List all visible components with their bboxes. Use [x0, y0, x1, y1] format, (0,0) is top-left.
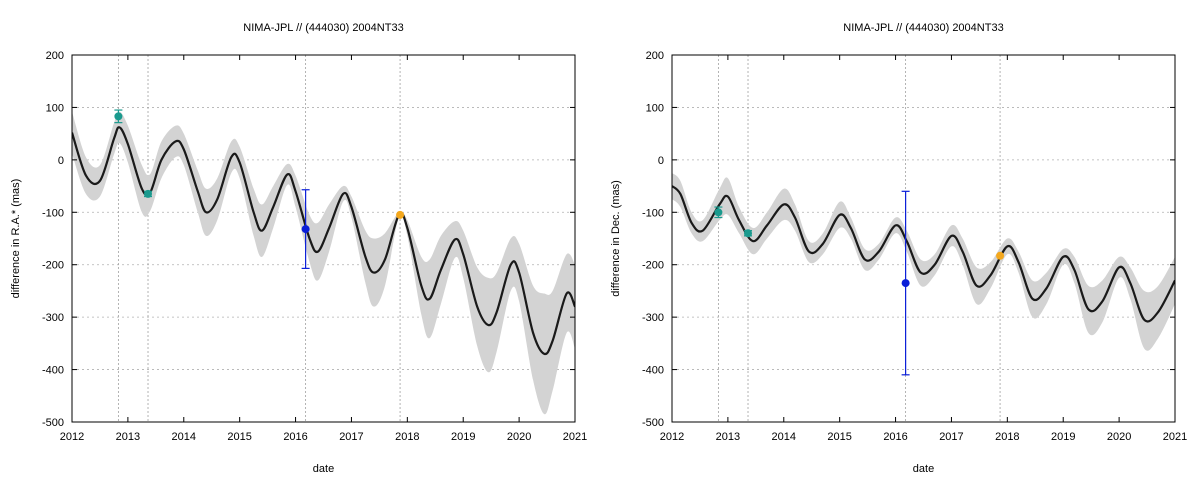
x-tick-label: 2016	[283, 431, 307, 443]
x-tick-label: 2018	[995, 431, 1019, 443]
model-curve	[72, 126, 575, 356]
chart-panel-1: -500 -400 -300 -200 -100 0 100 200 2012 2013 2014 2…	[10, 22, 587, 475]
y-tick-label: -100	[642, 207, 664, 219]
y-tick-label: -400	[42, 365, 64, 377]
x-tick-label: 2013	[716, 431, 740, 443]
uncertainty-band	[72, 111, 575, 415]
x-tick-label: 2014	[172, 431, 196, 443]
y-tick-label: 200	[646, 50, 664, 62]
y-axis-label: difference in Dec. (mas)	[610, 180, 622, 297]
model-curve	[672, 185, 1175, 323]
x-tick-label: 2019	[1051, 431, 1075, 443]
x-tick-label: 2021	[1163, 431, 1187, 443]
x-tick-label: 2014	[772, 431, 796, 443]
observation-point	[114, 112, 123, 121]
y-tick-label: -400	[642, 365, 664, 377]
y-tick-label: 100	[46, 102, 64, 114]
observation-point	[744, 229, 753, 238]
plot-area	[672, 172, 1175, 351]
plot-area	[72, 111, 575, 415]
observation-point	[996, 251, 1005, 260]
observation-point	[714, 208, 723, 217]
x-axis-label: date	[913, 463, 934, 475]
y-tick-label: 0	[58, 155, 64, 167]
y-tick-label: -500	[642, 417, 664, 429]
x-tick-label: 2012	[60, 431, 84, 443]
x-tick-label: 2016	[883, 431, 907, 443]
observation-point	[301, 225, 310, 234]
y-tick-label: 100	[646, 102, 664, 114]
chart-title: NIMA-JPL // (444030) 2004NT33	[843, 22, 1003, 34]
x-tick-label: 2012	[660, 431, 684, 443]
plot-frame	[71, 54, 576, 423]
y-tick-label: 0	[658, 155, 664, 167]
y-tick-label: 200	[46, 50, 64, 62]
observation-point	[901, 279, 910, 288]
x-tick-label: 2013	[116, 431, 140, 443]
y-tick-label: -300	[42, 312, 64, 324]
x-tick-label: 2020	[1107, 431, 1131, 443]
y-tick-label: -100	[42, 207, 64, 219]
y-tick-label: -500	[42, 417, 64, 429]
y-tick-label: -300	[642, 312, 664, 324]
y-axis-label: difference in R.A.* (mas)	[10, 179, 22, 299]
x-tick-label: 2017	[939, 431, 963, 443]
x-tick-label: 2021	[563, 431, 587, 443]
y-tick-label: -200	[642, 260, 664, 272]
x-tick-label: 2020	[507, 431, 531, 443]
x-tick-label: 2017	[339, 431, 363, 443]
x-tick-label: 2015	[827, 431, 851, 443]
chart-panel-2: -500 -400 -300 -200 -100 0 100 200 2012 2013 2014 2…	[610, 22, 1187, 475]
x-axis-label: date	[313, 463, 334, 475]
chart-title: NIMA-JPL // (444030) 2004NT33	[243, 22, 403, 34]
observation-point	[144, 189, 153, 198]
x-tick-label: 2018	[395, 431, 419, 443]
plot-frame	[671, 54, 1176, 423]
uncertainty-band	[672, 172, 1175, 351]
y-tick-label: -200	[42, 260, 64, 272]
x-tick-label: 2015	[227, 431, 251, 443]
observation-point	[396, 210, 405, 219]
x-tick-label: 2019	[451, 431, 475, 443]
